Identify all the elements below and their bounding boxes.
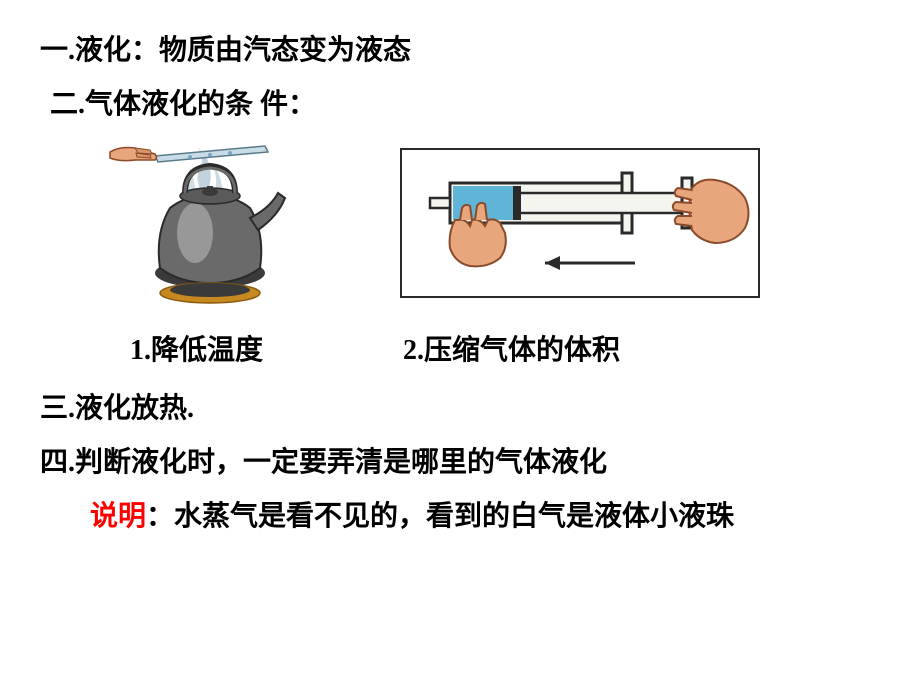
explain-text: ：水蒸气是看不见的，看到的白气是液体小液珠 bbox=[146, 501, 734, 532]
heading-1: 一.液化：物质由汽态变为液态 bbox=[40, 30, 880, 72]
illustrations-row bbox=[100, 138, 880, 308]
syringe-illustration bbox=[400, 148, 760, 298]
heading-3: 三.液化放热. bbox=[40, 388, 880, 430]
heading-2: 二.气体液化的条 件： bbox=[50, 84, 880, 126]
condition-1: 1.降低温度 bbox=[130, 328, 263, 368]
conditions-row: 1.降低温度 2.压缩气体的体积 bbox=[130, 328, 880, 368]
condition-2: 2.压缩气体的体积 bbox=[403, 328, 620, 368]
kettle-illustration bbox=[100, 138, 340, 308]
explain-label: 说明 bbox=[90, 501, 146, 532]
heading-4: 四.判断液化时，一定要弄清是哪里的气体液化 bbox=[40, 442, 880, 484]
explanation-line: 说明：水蒸气是看不见的，看到的白气是液体小液珠 bbox=[90, 496, 880, 538]
